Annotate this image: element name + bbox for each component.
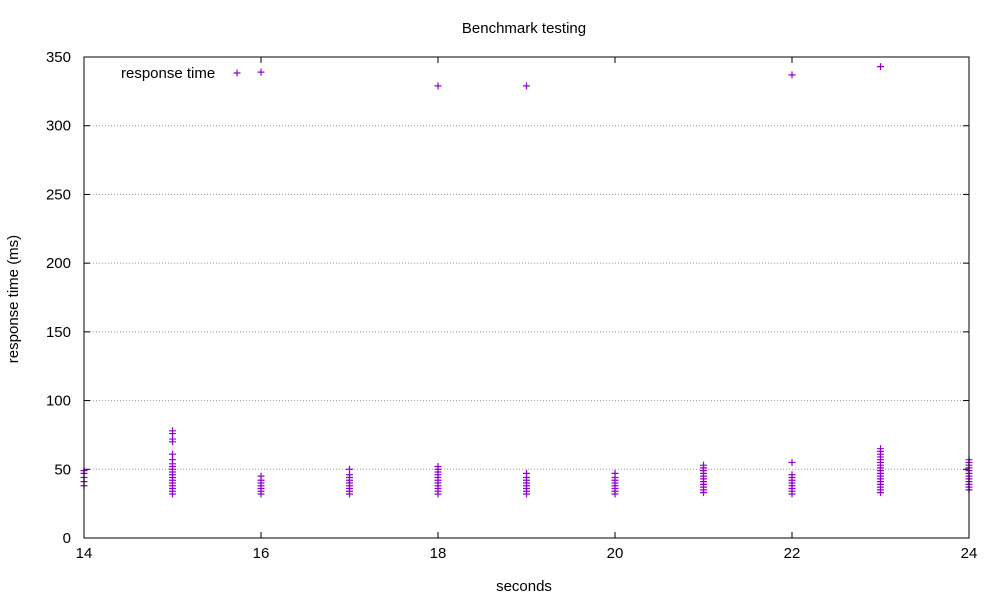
data-point (257, 472, 265, 480)
data-point (877, 445, 884, 453)
data-point (434, 82, 442, 90)
y-tick-label: 0 (63, 530, 71, 547)
x-tick-label: 16 (253, 545, 270, 562)
y-tick-label: 250 (46, 186, 71, 203)
data-point (788, 471, 796, 479)
tick-labels: 0 50 100 150 200 250 300 350 14 16 18 20 22 24 (46, 49, 977, 562)
legend-marker (233, 69, 241, 77)
data-point (788, 71, 796, 79)
y-tick-label: 200 (46, 255, 71, 272)
legend-label: response time (121, 65, 215, 82)
data-point (169, 427, 176, 435)
data-point (611, 469, 619, 477)
x-axis-label: seconds (496, 578, 552, 595)
data-point (169, 450, 176, 458)
plot-frame (83, 56, 970, 539)
y-tick-label: 350 (46, 49, 71, 66)
chart-title: Benchmark testing (462, 20, 586, 37)
y-tick-label: 150 (46, 324, 71, 341)
x-tick-label: 24 (961, 545, 978, 562)
data-point (346, 465, 353, 473)
data-point (700, 461, 707, 469)
x-tick-label: 20 (607, 545, 624, 562)
x-tick-label: 22 (784, 545, 801, 562)
y-tick-label: 300 (46, 118, 71, 135)
data-points (80, 63, 973, 498)
gridlines (84, 125, 969, 470)
data-point (877, 63, 884, 71)
data-point (788, 458, 796, 466)
axis-ticks (83, 56, 970, 539)
y-axis-label: response time (ms) (5, 235, 22, 363)
data-point (434, 463, 442, 471)
data-point (257, 68, 265, 76)
x-tick-label: 14 (76, 545, 93, 562)
x-tick-label: 18 (430, 545, 447, 562)
y-tick-label: 100 (46, 393, 71, 410)
y-tick-label: 50 (54, 461, 71, 478)
data-point (523, 82, 530, 90)
data-point (523, 469, 530, 477)
legend: response time (121, 65, 241, 82)
